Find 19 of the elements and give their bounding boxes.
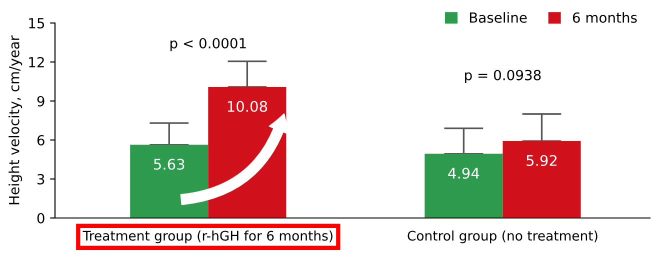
data-label: 5.92 (526, 154, 557, 166)
y-tick-label: 0 (37, 212, 44, 224)
legend-label: 6 months (572, 12, 637, 23)
data-label: 4.94 (448, 168, 480, 179)
annotation: p < 0.0001 (170, 38, 246, 52)
y-tick-label: 12 (29, 56, 44, 68)
annotation: p = 0.0938 (465, 70, 541, 84)
y-tick-label: 9 (37, 96, 44, 106)
x-tick-label: Control group (no treatment) (408, 230, 598, 244)
bar (424, 154, 503, 218)
legend-label: Baseline (470, 12, 527, 23)
y-tick-label: 6 (37, 134, 44, 146)
bar (502, 141, 581, 218)
x-tick-label: Treatment group (r-hGH for 6 months) (82, 230, 332, 244)
y-axis-title: Height velocity, cm/year (8, 35, 22, 204)
data-label: 10.08 (228, 100, 268, 112)
y-tick-label: 3 (38, 174, 44, 184)
y-tick-label: 15 (29, 18, 44, 28)
data-label: 5.63 (154, 158, 184, 170)
